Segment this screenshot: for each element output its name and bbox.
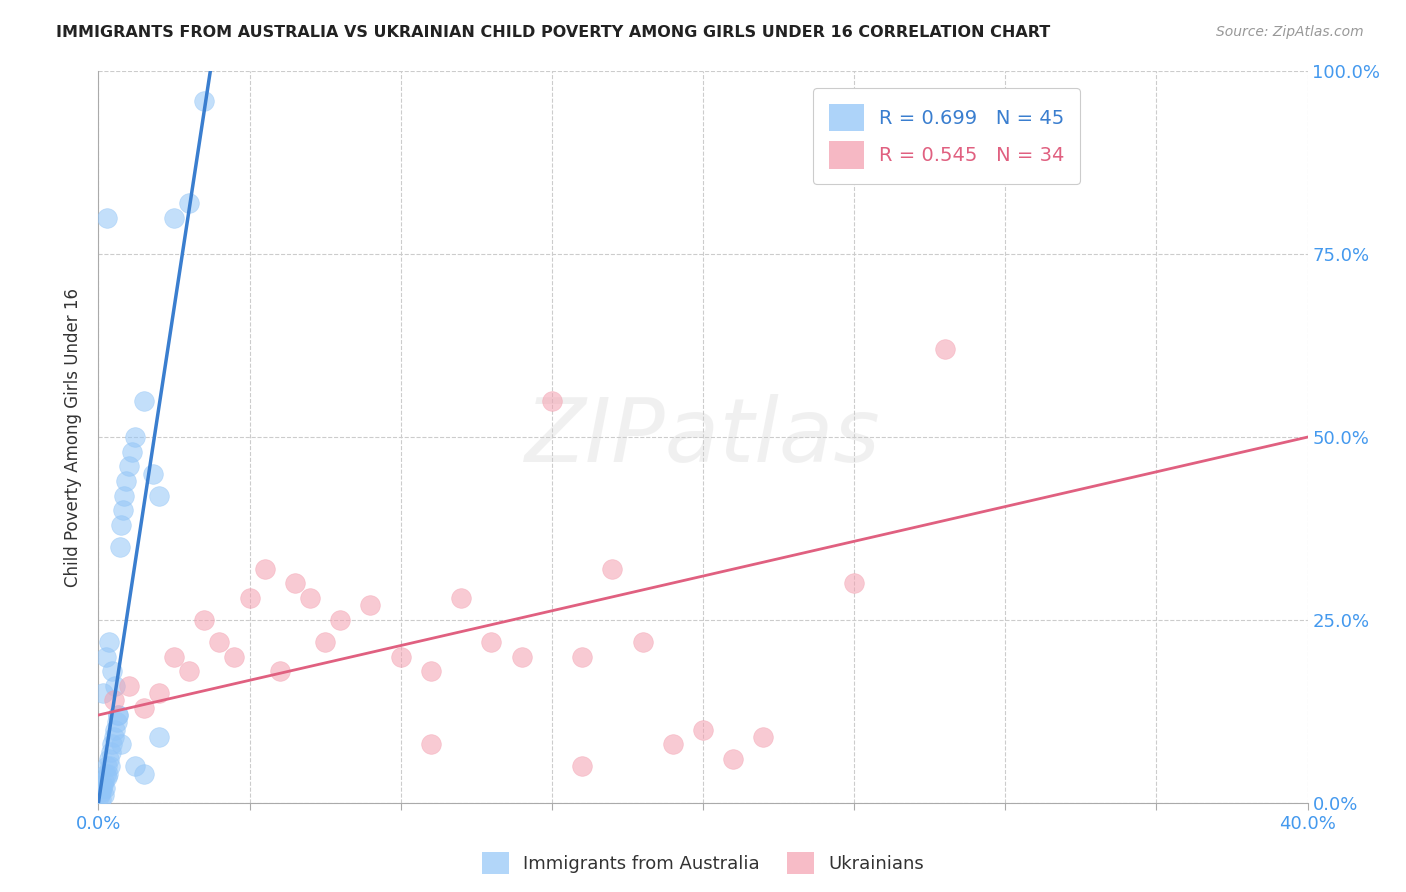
Point xyxy=(299,591,322,605)
Point xyxy=(101,737,124,751)
Point xyxy=(124,759,146,773)
Text: ZIPatlas: ZIPatlas xyxy=(526,394,880,480)
Point xyxy=(107,708,129,723)
Point xyxy=(661,737,683,751)
Point xyxy=(571,759,593,773)
Point xyxy=(571,649,593,664)
Point xyxy=(93,773,115,788)
Point xyxy=(132,766,155,780)
Point xyxy=(450,591,472,605)
Point xyxy=(94,781,117,796)
Point xyxy=(118,679,141,693)
Point xyxy=(121,444,143,458)
Point xyxy=(98,752,121,766)
Point xyxy=(844,576,866,591)
Point xyxy=(96,759,118,773)
Point xyxy=(90,785,112,799)
Point xyxy=(752,730,775,744)
Point xyxy=(104,723,127,737)
Point xyxy=(89,789,111,803)
Point xyxy=(132,393,155,408)
Point xyxy=(103,693,125,707)
Point xyxy=(631,635,654,649)
Point xyxy=(98,759,121,773)
Point xyxy=(934,343,956,357)
Point xyxy=(269,664,291,678)
Point xyxy=(314,635,336,649)
Point xyxy=(94,649,117,664)
Point xyxy=(360,599,382,613)
Point xyxy=(112,489,135,503)
Point xyxy=(105,715,128,730)
Point xyxy=(118,459,141,474)
Point xyxy=(602,562,624,576)
Point xyxy=(91,778,114,792)
Point xyxy=(510,649,533,664)
Point xyxy=(91,686,114,700)
Point xyxy=(103,730,125,744)
Point xyxy=(111,503,134,517)
Point xyxy=(723,752,745,766)
Point xyxy=(114,474,136,488)
Point xyxy=(148,686,170,700)
Point xyxy=(90,792,112,806)
Y-axis label: Child Poverty Among Girls Under 16: Child Poverty Among Girls Under 16 xyxy=(63,287,82,587)
Point xyxy=(692,723,714,737)
Point xyxy=(142,467,165,481)
Point xyxy=(132,700,155,714)
Point xyxy=(148,489,170,503)
Point xyxy=(284,576,307,591)
Point xyxy=(239,591,262,605)
Point xyxy=(389,649,412,664)
Text: IMMIGRANTS FROM AUSTRALIA VS UKRAINIAN CHILD POVERTY AMONG GIRLS UNDER 16 CORREL: IMMIGRANTS FROM AUSTRALIA VS UKRAINIAN C… xyxy=(56,25,1050,40)
Point xyxy=(94,766,117,780)
Point xyxy=(100,745,122,759)
Point xyxy=(97,766,120,780)
Point xyxy=(420,737,443,751)
Point xyxy=(179,196,201,211)
Legend: Immigrants from Australia, Ukrainians: Immigrants from Australia, Ukrainians xyxy=(474,845,932,881)
Point xyxy=(104,679,127,693)
Point xyxy=(329,613,352,627)
Point xyxy=(193,613,215,627)
Point xyxy=(93,789,115,803)
Point xyxy=(163,211,186,225)
Point xyxy=(124,430,146,444)
Point xyxy=(193,94,215,108)
Point xyxy=(224,649,246,664)
Point xyxy=(179,664,201,678)
Point xyxy=(108,540,131,554)
Point xyxy=(107,708,129,723)
Point xyxy=(101,664,124,678)
Point xyxy=(540,393,562,408)
Point xyxy=(110,737,132,751)
Point xyxy=(91,781,114,796)
Point xyxy=(148,730,170,744)
Point xyxy=(110,517,132,532)
Point xyxy=(481,635,503,649)
Text: Source: ZipAtlas.com: Source: ZipAtlas.com xyxy=(1216,25,1364,39)
Point xyxy=(208,635,231,649)
Point xyxy=(96,211,118,225)
Point xyxy=(96,770,118,784)
Point xyxy=(420,664,443,678)
Point xyxy=(98,635,121,649)
Point xyxy=(253,562,276,576)
Point xyxy=(163,649,186,664)
